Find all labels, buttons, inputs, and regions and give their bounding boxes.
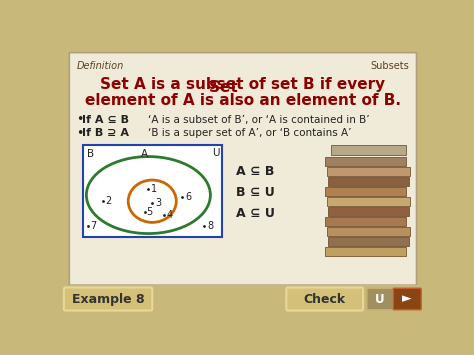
FancyBboxPatch shape [64,288,152,311]
Text: •: • [76,113,84,126]
FancyBboxPatch shape [325,157,406,166]
Text: B: B [87,149,94,159]
FancyBboxPatch shape [325,217,406,226]
Text: U: U [212,148,219,158]
FancyBboxPatch shape [327,197,410,206]
Bar [82,145,222,237]
Text: Check: Check [303,293,346,306]
Text: ‘B is a super set of A’, or ‘B contains A’: ‘B is a super set of A’, or ‘B contains … [148,129,352,138]
Text: B ⊆ U: B ⊆ U [236,186,275,199]
Text: 3: 3 [155,198,162,208]
FancyBboxPatch shape [328,237,409,246]
Text: ►: ► [402,293,412,306]
Text: 7: 7 [90,221,97,231]
Text: If B ⊇ A: If B ⊇ A [82,129,129,138]
FancyBboxPatch shape [327,226,410,236]
Text: Example 8: Example 8 [72,293,145,306]
Text: 5: 5 [146,207,152,217]
Text: Set: Set [209,80,243,95]
FancyBboxPatch shape [330,145,406,155]
Text: 8: 8 [207,221,213,231]
Text: 1: 1 [151,184,157,194]
FancyBboxPatch shape [325,187,406,196]
FancyBboxPatch shape [367,288,393,310]
Text: 2: 2 [105,196,111,206]
Text: 6: 6 [186,192,192,202]
Text: Subsets: Subsets [371,61,410,71]
FancyBboxPatch shape [328,207,409,216]
Text: element of A is also an element of B.: element of A is also an element of B. [85,93,401,108]
Text: A ⊆ B: A ⊆ B [236,165,274,179]
Text: ‘A is a subset of B’, or ‘A is contained in B’: ‘A is a subset of B’, or ‘A is contained… [148,115,370,125]
Text: 4: 4 [166,210,173,220]
FancyBboxPatch shape [328,176,409,186]
Text: A ⊆ U: A ⊆ U [236,207,275,220]
FancyBboxPatch shape [325,247,406,256]
Bar [59,285,427,316]
FancyBboxPatch shape [393,288,421,310]
FancyBboxPatch shape [286,288,363,311]
Text: Set A is a ​subset​ of set B if every: Set A is a ​subset​ of set B if every [100,77,385,92]
FancyBboxPatch shape [69,53,417,285]
FancyBboxPatch shape [327,166,410,176]
Text: Definition: Definition [76,61,124,71]
Text: A: A [141,149,148,159]
Text: U: U [375,293,385,306]
Text: •: • [76,127,84,140]
Text: If A ⊆ B: If A ⊆ B [82,115,129,125]
